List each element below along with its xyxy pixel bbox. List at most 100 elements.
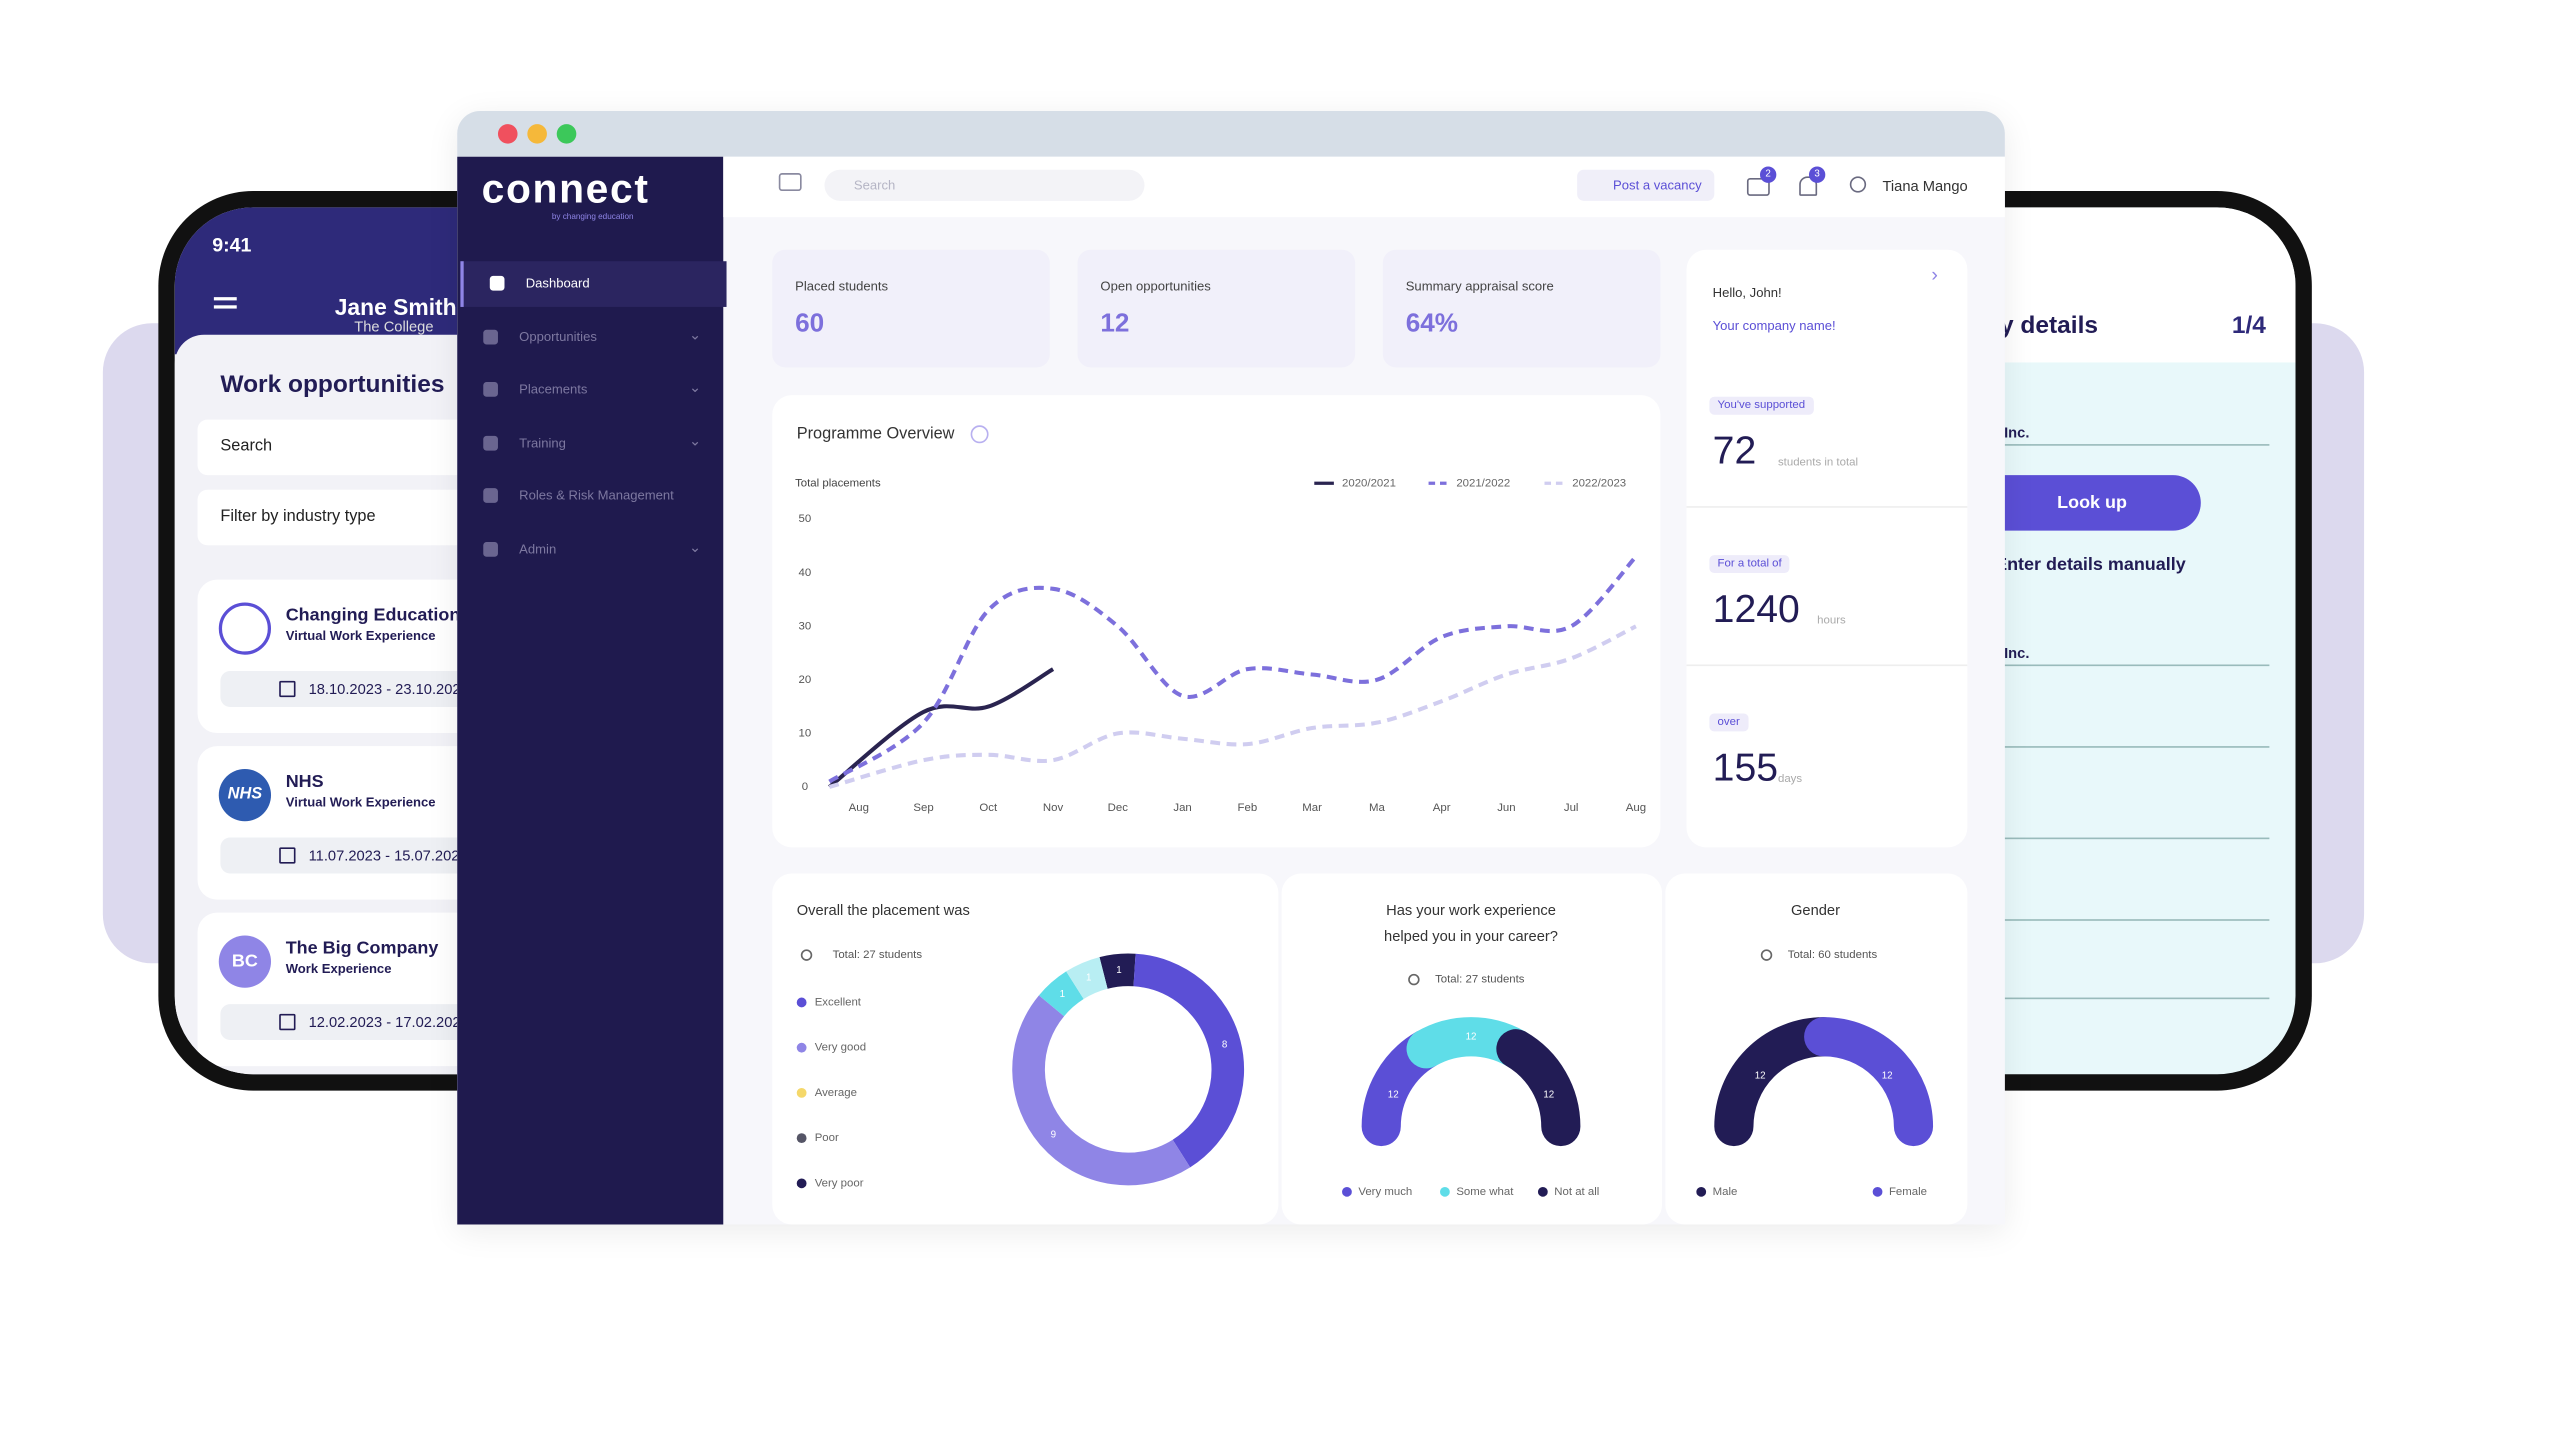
segment-label: 12 xyxy=(1466,1031,1477,1042)
series-line xyxy=(828,555,1638,784)
x-tick-label: Mar xyxy=(1302,802,1322,814)
legend-dot xyxy=(1696,1186,1707,1197)
min-dot[interactable] xyxy=(527,124,547,144)
nav-item[interactable]: Placements ⌄ xyxy=(457,368,720,414)
nav-item[interactable]: Training ⌄ xyxy=(457,421,720,467)
nav-item[interactable]: Admin ⌄ xyxy=(457,527,720,573)
divider xyxy=(1686,664,1968,667)
menu-icon[interactable] xyxy=(213,297,237,301)
field-underline xyxy=(1942,664,2270,667)
nav-item[interactable]: Opportunities ⌄ xyxy=(457,314,720,360)
summary-value: 72 xyxy=(1712,429,1757,474)
stat-label: Summary appraisal score xyxy=(1405,279,1554,294)
logo-tag: by changing education xyxy=(551,212,634,223)
y-tick-label: 20 xyxy=(799,674,812,686)
y-tick-label: 10 xyxy=(799,727,812,739)
legend-dot xyxy=(1342,1186,1352,1197)
summary-tag: over xyxy=(1709,713,1748,732)
search-placeholder: Search xyxy=(853,177,896,193)
summary-tag: For a total of xyxy=(1709,555,1790,574)
nav-label: Admin xyxy=(519,542,557,557)
opportunity-kind: Work Experience xyxy=(285,961,392,977)
field-underline xyxy=(1942,997,2270,1000)
legend-dot xyxy=(796,1088,807,1098)
donut-segment xyxy=(1133,953,1245,1168)
nav-icon xyxy=(483,488,498,504)
bell-icon[interactable] xyxy=(1799,176,1818,196)
nav-label: Dashboard xyxy=(525,275,590,291)
dates: 18.10.2023 - 23.10.2023 xyxy=(308,680,469,698)
nav-item[interactable]: Dashboard xyxy=(460,261,727,307)
nav-chevron: ⌄ xyxy=(688,538,702,556)
opportunity-kind: Virtual Work Experience xyxy=(285,628,436,644)
donut-segment xyxy=(1012,995,1191,1186)
opportunity-name: The Big Company xyxy=(285,938,439,959)
chart-title: Has your work experience helped you in yo… xyxy=(1384,903,1558,945)
x-tick-label: Jan xyxy=(1173,802,1191,814)
donut-segment xyxy=(1099,953,1136,989)
legend-label: Poor xyxy=(815,1132,839,1144)
logo: NHS xyxy=(218,768,272,822)
legend-label: Very good xyxy=(815,1042,866,1054)
segment-label: 12 xyxy=(1388,1089,1399,1100)
lookup-label: Look up xyxy=(2057,493,2127,513)
user-name: Tiana Mango xyxy=(1882,177,1968,195)
status-time: 9:41 xyxy=(212,233,252,257)
help-icon xyxy=(970,425,989,444)
bell-badge: 3 xyxy=(1808,166,1826,183)
calendar-icon xyxy=(279,680,296,698)
user-name: Jane Smith xyxy=(334,293,457,320)
x-tick-label: Oct xyxy=(979,802,998,814)
user-icon[interactable] xyxy=(1849,176,1867,193)
x-tick-label: Sep xyxy=(913,802,933,814)
legend-label: Female xyxy=(1889,1186,1927,1198)
max-dot[interactable] xyxy=(556,124,577,144)
nav-chevron: ⌄ xyxy=(688,432,702,449)
x-tick-label: Dec xyxy=(1108,802,1129,814)
legend-dot xyxy=(1440,1186,1450,1197)
user-icon xyxy=(1760,949,1773,961)
legend-label: Some what xyxy=(1456,1186,1514,1198)
opportunity-name: NHS xyxy=(285,772,324,792)
summary-value: 1240 xyxy=(1712,587,1800,632)
legend-label: 2022/2023 xyxy=(1572,477,1626,489)
dates: 11.07.2023 - 15.07.2023 xyxy=(308,847,468,864)
close-dot[interactable] xyxy=(497,124,518,144)
mail-icon[interactable] xyxy=(1746,177,1770,196)
greeting: Hello, John! xyxy=(1712,285,1782,301)
calendar-icon xyxy=(279,1013,296,1031)
nav-label: Training xyxy=(519,435,566,451)
field-underline xyxy=(1942,444,2270,446)
donut-segment xyxy=(1066,957,1109,1000)
gauge-segment xyxy=(1496,1029,1581,1147)
stat-value: 60 xyxy=(795,310,825,338)
post-label: Post a vacancy xyxy=(1613,177,1702,193)
heading: Work opportunities xyxy=(220,370,445,399)
user-icon xyxy=(800,949,813,961)
legend-dot xyxy=(796,1178,807,1189)
stat-label: Open opportunities xyxy=(1100,279,1211,294)
legend-label: 2021/2022 xyxy=(1456,477,1510,489)
legend-dot xyxy=(1537,1186,1548,1197)
donut-segment xyxy=(1038,971,1085,1017)
segment-label: 1 xyxy=(1086,973,1091,984)
legend-label: Excellent xyxy=(815,996,862,1008)
next-arrow[interactable]: › xyxy=(1931,262,1938,286)
segment-label: 12 xyxy=(1882,1071,1893,1082)
y-tick-label: 50 xyxy=(799,513,812,525)
search-field[interactable]: Search xyxy=(824,169,1145,201)
sidebar xyxy=(457,156,724,1225)
segment-label: 1 xyxy=(1116,965,1121,976)
opportunity-kind: Virtual Work Experience xyxy=(285,795,436,810)
post-button[interactable]: Post a vacancy xyxy=(1577,169,1715,201)
chart-subtitle: Total: 27 students xyxy=(1435,974,1525,986)
company: Your company name! xyxy=(1712,318,1836,334)
collapse-icon[interactable] xyxy=(778,173,802,192)
y-tick-label: 0 xyxy=(802,781,808,793)
manual-link[interactable]: Enter details manually xyxy=(1995,555,2186,575)
nav-item[interactable]: Roles & Risk Management xyxy=(457,474,720,520)
chart-subtitle: Total: 27 students xyxy=(833,949,923,961)
